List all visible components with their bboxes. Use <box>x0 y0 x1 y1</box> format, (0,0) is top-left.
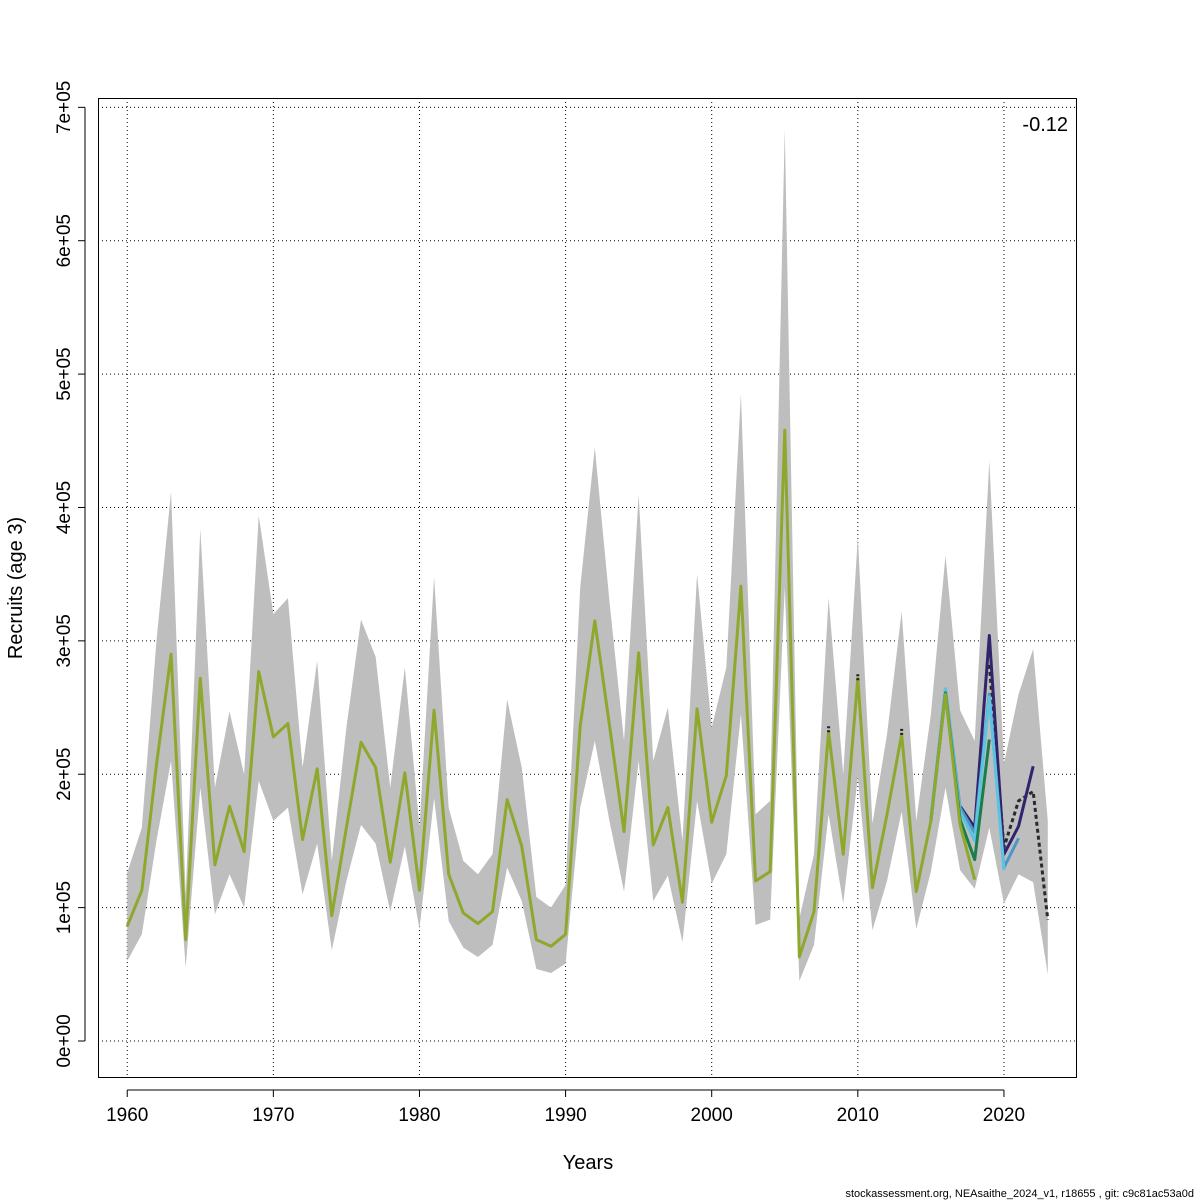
x-tick-label: 1970 <box>252 1105 294 1126</box>
x-tick-label: 1990 <box>544 1105 586 1126</box>
x-tick-label: 2020 <box>983 1105 1025 1126</box>
x-tick-label: 1980 <box>398 1105 440 1126</box>
y-tick-label: 1e+05 <box>54 881 75 934</box>
footer-credit: stockassessment.org, NEAsaithe_2024_v1, … <box>845 1188 1194 1200</box>
axes: 1960 1970 1980 1990 2000 2010 2020 0e+00 1e+05 2e… <box>54 81 1025 1126</box>
y-axis-title: Recruits (age 3) <box>5 517 27 659</box>
y-tick-label: 0e+00 <box>54 1014 75 1067</box>
x-tick-label: 2000 <box>691 1105 733 1126</box>
y-tick-label: 7e+05 <box>54 81 75 134</box>
series-lines <box>125 428 1050 959</box>
x-tick-label: 2010 <box>837 1105 879 1126</box>
series-line-1 <box>958 634 1035 856</box>
plot-frame <box>98 98 1077 1078</box>
x-axis-title: Years <box>563 1152 613 1174</box>
y-tick-label: 3e+05 <box>54 614 75 667</box>
y-tick-label: 4e+05 <box>54 481 75 534</box>
y-tick-label: 6e+05 <box>54 214 75 267</box>
annotation-value: -0.12 <box>1022 114 1068 136</box>
y-tick-label: 5e+05 <box>54 347 75 400</box>
series-line-5 <box>125 428 977 959</box>
x-tick-label: 1960 <box>106 1105 148 1126</box>
y-tick-label: 2e+05 <box>54 748 75 801</box>
